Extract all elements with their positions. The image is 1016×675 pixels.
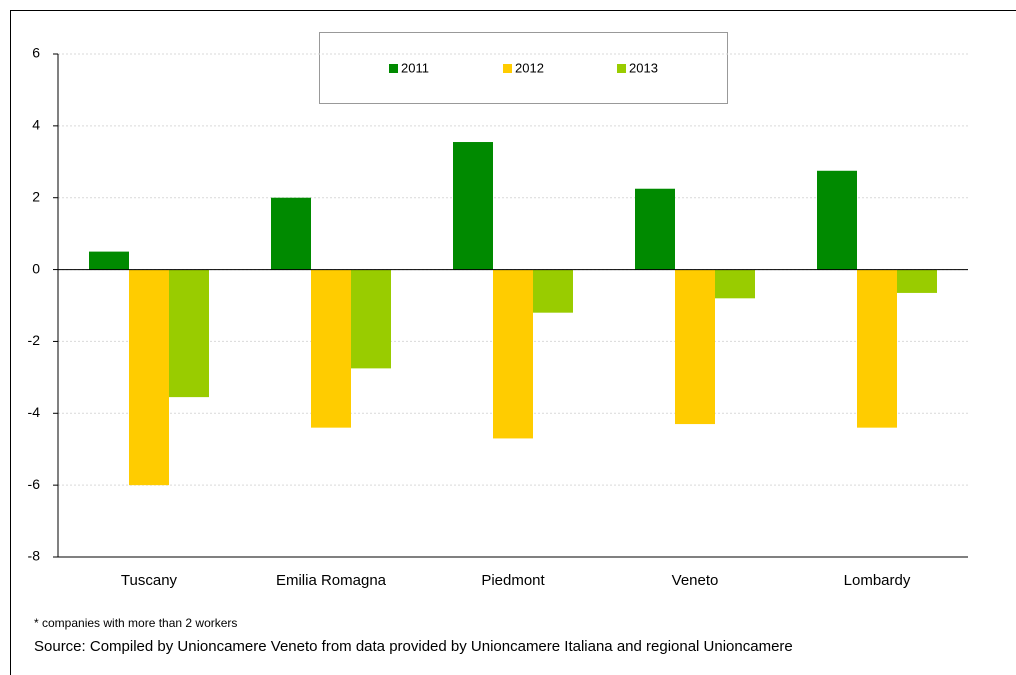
bar bbox=[311, 269, 351, 428]
bar bbox=[493, 269, 533, 439]
bar bbox=[857, 269, 897, 428]
bar bbox=[715, 269, 755, 299]
source: Source: Compiled by Unioncamere Veneto f… bbox=[34, 638, 793, 655]
x-tick-label: Piedmont bbox=[481, 572, 545, 589]
bar bbox=[271, 197, 311, 270]
legend-swatch bbox=[503, 64, 512, 73]
y-tick-label: 2 bbox=[32, 188, 40, 204]
legend-swatch bbox=[389, 64, 398, 73]
x-tick-label: Lombardy bbox=[844, 572, 911, 589]
y-tick-label: 4 bbox=[32, 117, 40, 133]
y-tick-label: -6 bbox=[28, 476, 41, 492]
bar bbox=[817, 170, 857, 270]
y-tick-label: -8 bbox=[28, 548, 41, 564]
y-tick-label: -4 bbox=[28, 404, 41, 420]
bar bbox=[453, 142, 493, 270]
y-tick-label: 6 bbox=[32, 45, 40, 61]
legend-label: 2012 bbox=[515, 60, 544, 75]
bar bbox=[169, 269, 209, 398]
footnote: * companies with more than 2 workers bbox=[34, 616, 237, 630]
y-tick-label: 0 bbox=[32, 260, 40, 276]
legend-box bbox=[319, 32, 728, 104]
bar bbox=[351, 269, 391, 369]
x-tick-label: Emilia Romagna bbox=[276, 572, 387, 589]
x-tick-label: Veneto bbox=[672, 572, 719, 589]
bar bbox=[533, 269, 573, 313]
y-tick-label: -2 bbox=[28, 332, 41, 348]
bar bbox=[675, 269, 715, 425]
bar bbox=[635, 188, 675, 270]
legend-label: 2011 bbox=[401, 60, 429, 75]
legend-swatch bbox=[617, 64, 626, 73]
bar bbox=[129, 269, 169, 486]
legend-label: 2013 bbox=[629, 60, 658, 75]
bar bbox=[89, 251, 129, 270]
bar bbox=[897, 269, 937, 293]
x-tick-label: Tuscany bbox=[121, 572, 178, 589]
chart-frame bbox=[10, 10, 1016, 675]
